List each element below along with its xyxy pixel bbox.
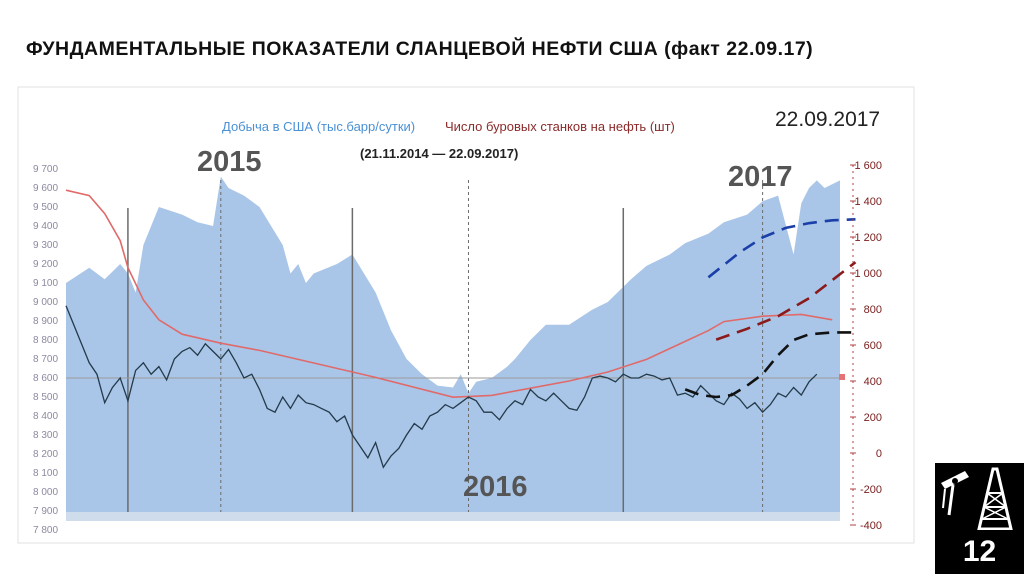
right-axis-tick: 1 200 <box>854 232 882 244</box>
right-axis-tick: 1 600 <box>854 160 882 172</box>
left-axis-tick: 8 700 <box>33 354 58 365</box>
left-axis-tick: 8 500 <box>33 392 58 403</box>
right-axis-tick: 1 000 <box>854 268 882 280</box>
chart-title-rigs: Число буровых станков на нефть (шт) <box>445 119 675 134</box>
oil-pump-logo <box>935 463 1024 574</box>
forecast-production-line <box>707 218 856 279</box>
right-axis-tick: -400 <box>860 520 882 532</box>
left-axis-tick: 9 400 <box>33 221 58 232</box>
right-axis: -400 -200 0 200 400 600 800 1 000 1 200 1 400 1 60… <box>850 160 882 532</box>
left-axis-tick: 8 600 <box>33 373 58 384</box>
left-axis-tick: 9 700 <box>33 164 58 175</box>
rig-count-line <box>65 189 833 399</box>
left-axis-tick: 8 200 <box>33 449 58 460</box>
price-line <box>65 305 818 469</box>
chart-date-stamp: 22.09.2017 <box>775 108 880 131</box>
right-axis-tick: 600 <box>864 340 882 352</box>
left-axis-tick: 9 500 <box>33 202 58 213</box>
year-label-2017: 2017 <box>728 161 793 193</box>
left-axis-tick: 9 200 <box>33 259 58 270</box>
page-number: 12 <box>935 530 1024 574</box>
chart-subtitle: (21.11.2014 — 22.09.2017) <box>360 146 518 161</box>
year-label-2016: 2016 <box>463 471 528 503</box>
series-lines-layer <box>65 189 857 469</box>
vertical-lines-layer <box>66 180 840 521</box>
left-axis-tick: 8 800 <box>33 335 58 346</box>
left-axis-tick: 8 300 <box>33 430 58 441</box>
left-axis-tick: 8 900 <box>33 316 58 327</box>
rig-marker <box>839 374 845 380</box>
left-axis-tick: 7 800 <box>33 525 58 536</box>
chart-title-production: Добыча в США (тыс.барр/сутки) <box>222 119 415 134</box>
production-area <box>66 176 840 521</box>
year-label-2015: 2015 <box>197 146 262 178</box>
right-axis-tick: 800 <box>864 304 882 316</box>
forecast-price-line <box>684 331 856 399</box>
forecast-rigs-line <box>715 261 857 341</box>
right-axis-tick: -200 <box>860 484 882 496</box>
left-axis-tick: 8 100 <box>33 468 58 479</box>
left-axis-tick: 9 000 <box>33 297 58 308</box>
left-axis-tick: 9 300 <box>33 240 58 251</box>
left-axis-tick: 8 400 <box>33 411 58 422</box>
production-area-layer <box>66 176 840 521</box>
slide-title: ФУНДАМЕНТАЛЬНЫЕ ПОКАЗАТЕЛИ СЛАНЦЕВОЙ НЕФ… <box>26 38 814 60</box>
right-axis-tick: 0 <box>876 448 882 460</box>
bottom-axis-strip <box>66 512 840 521</box>
right-axis-tick: 400 <box>864 376 882 388</box>
left-axis-tick: 9 600 <box>33 183 58 194</box>
oil-derrick-icon <box>935 463 1024 533</box>
left-axis-tick: 8 000 <box>33 487 58 498</box>
left-axis-tick: 9 100 <box>33 278 58 289</box>
left-axis: 7 800 7 900 8 000 8 100 8 200 8 300 8 400 8 500… <box>33 164 58 536</box>
right-axis-tick: 200 <box>864 412 882 424</box>
right-axis-tick: 1 400 <box>854 196 882 208</box>
left-axis-tick: 7 900 <box>33 506 58 517</box>
